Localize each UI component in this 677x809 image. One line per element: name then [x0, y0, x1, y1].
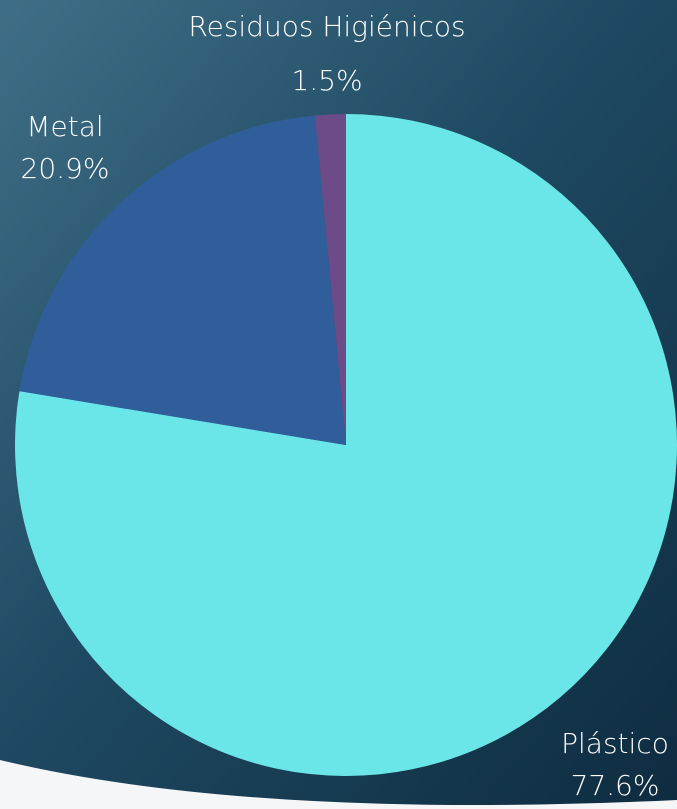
- slice-label: Residuos Higiénicos: [188, 10, 465, 43]
- pie: [15, 114, 677, 776]
- background-wave: [0, 760, 677, 809]
- pie-slice: [314, 114, 346, 445]
- labels: Plástico 77.6% Metal 20.9% Residuos Higiénic…: [21, 10, 669, 802]
- slice-value-label: 20.9%: [21, 152, 110, 185]
- pie-slice: [15, 114, 677, 776]
- slice-label: Metal: [26, 110, 103, 143]
- slice-label: Plástico: [561, 727, 669, 760]
- slice-value-label: 77.6%: [571, 769, 660, 802]
- slice-value-label: 1.5%: [291, 64, 362, 97]
- pie-slice: [19, 115, 346, 445]
